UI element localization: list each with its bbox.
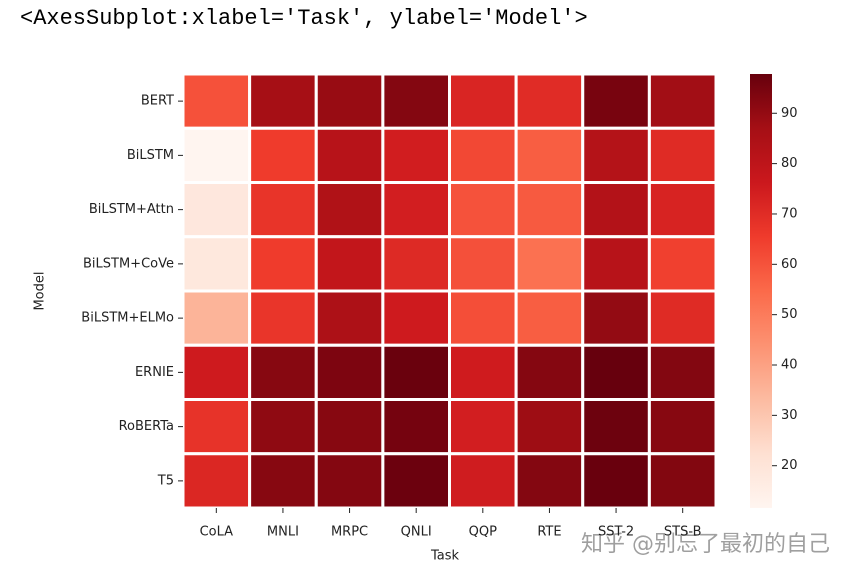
heatmap-cell: [647, 126, 718, 184]
heatmap-cell: [248, 343, 318, 401]
heatmap-cell: [381, 72, 451, 130]
heatmap-cell: [448, 289, 518, 347]
y-tick-label: ERNIE: [135, 365, 174, 380]
heatmap-cell: [381, 235, 451, 293]
x-tick-label: CoLA: [200, 525, 234, 540]
heatmap-cell: [381, 289, 451, 347]
heatmap-cell: [581, 235, 651, 293]
x-tick-label: STS-B: [664, 525, 702, 540]
heatmap-cell: [381, 126, 451, 184]
heatmap-cell: [647, 398, 718, 456]
colorbar: [750, 74, 772, 508]
colorbar-tick-label: 60: [781, 257, 798, 272]
heatmap-cell: [647, 343, 718, 401]
heatmap-cell: [248, 181, 318, 239]
colorbar-tick-label: 70: [781, 206, 798, 221]
heatmap-cell: [314, 72, 385, 130]
heatmap-cell: [181, 126, 252, 184]
heatmap-cell: [647, 72, 718, 130]
heatmap-cell: [181, 289, 252, 347]
output-header: <AxesSubplot:xlabel='Task', ylabel='Mode…: [20, 6, 588, 31]
heatmap-cell: [181, 452, 252, 510]
heatmap-cell: [448, 72, 518, 130]
heatmap-cell: [514, 343, 585, 401]
heatmap-cell: [248, 452, 318, 510]
heatmap-cell: [514, 126, 585, 184]
colorbar-tick-label: 20: [781, 458, 798, 473]
heatmap-cell: [314, 452, 385, 510]
x-tick-label: SST-2: [598, 525, 634, 540]
heatmap-cell: [647, 289, 718, 347]
heatmap-cell: [448, 343, 518, 401]
colorbar-tick-label: 80: [781, 156, 798, 171]
heatmap-cell: [248, 72, 318, 130]
heatmap-cell: [514, 181, 585, 239]
heatmap-cell: [514, 289, 585, 347]
heatmap-cell: [581, 452, 651, 510]
heatmap-cell: [248, 235, 318, 293]
heatmap-cell: [181, 343, 252, 401]
heatmap-cell: [581, 398, 651, 456]
heatmap-cell: [314, 343, 385, 401]
watermark: 知乎 @别忘了最初的自己: [581, 532, 830, 557]
y-tick-label: BiLSTM+ELMo: [81, 311, 174, 326]
y-tick-label: BiLSTM+Attn: [89, 202, 174, 217]
heatmap-cell: [381, 181, 451, 239]
heatmap-cell: [448, 235, 518, 293]
y-axis-label: Model: [33, 271, 48, 310]
x-tick-label: RTE: [537, 525, 561, 540]
y-tick-label: BiLSTM+CoVe: [83, 256, 174, 271]
heatmap-cell: [381, 452, 451, 510]
heatmap-cell: [248, 126, 318, 184]
y-tick-label: BiLSTM: [127, 148, 174, 163]
heatmap-cell: [181, 181, 252, 239]
y-tick-label: T5: [157, 473, 174, 488]
y-tick-label: BERT: [141, 94, 174, 109]
heatmap-cell: [448, 452, 518, 510]
heatmap-cell: [381, 398, 451, 456]
x-tick-label: QNLI: [401, 525, 432, 540]
heatmap-cell: [647, 181, 718, 239]
heatmap-cell: [448, 181, 518, 239]
heatmap-cell: [514, 452, 585, 510]
heatmap-cell: [647, 452, 718, 510]
x-tick-label: QQP: [469, 525, 497, 540]
y-tick-label: RoBERTa: [119, 419, 174, 434]
heatmap-cell: [448, 126, 518, 184]
heatmap-cell: [381, 343, 451, 401]
heatmap-cell: [514, 72, 585, 130]
heatmap-cell: [181, 235, 252, 293]
heatmap-cell: [314, 181, 385, 239]
heatmap-cell: [581, 343, 651, 401]
heatmap-cell: [647, 235, 718, 293]
colorbar-tick-label: 40: [781, 358, 798, 373]
x-tick-label: MRPC: [331, 525, 368, 540]
heatmap-cell: [248, 289, 318, 347]
heatmap-cell: [514, 398, 585, 456]
heatmap-cell: [314, 398, 385, 456]
heatmap-cell: [181, 398, 252, 456]
colorbar-tick-label: 30: [781, 408, 798, 423]
heatmap-cell: [314, 235, 385, 293]
heatmap-cell: [181, 72, 252, 130]
x-axis-label: Task: [430, 549, 460, 564]
x-tick-label: MNLI: [267, 525, 299, 540]
heatmap-cell: [581, 181, 651, 239]
heatmap-cell: [248, 398, 318, 456]
heatmap-cell: [314, 289, 385, 347]
heatmap-cell: [448, 398, 518, 456]
heatmap-cell: [581, 289, 651, 347]
heatmap-cell: [314, 126, 385, 184]
heatmap-cell: [581, 126, 651, 184]
heatmap-cell: [514, 235, 585, 293]
heatmap-cell: [581, 72, 651, 130]
colorbar-tick-label: 90: [781, 106, 798, 121]
colorbar-tick-label: 50: [781, 307, 798, 322]
